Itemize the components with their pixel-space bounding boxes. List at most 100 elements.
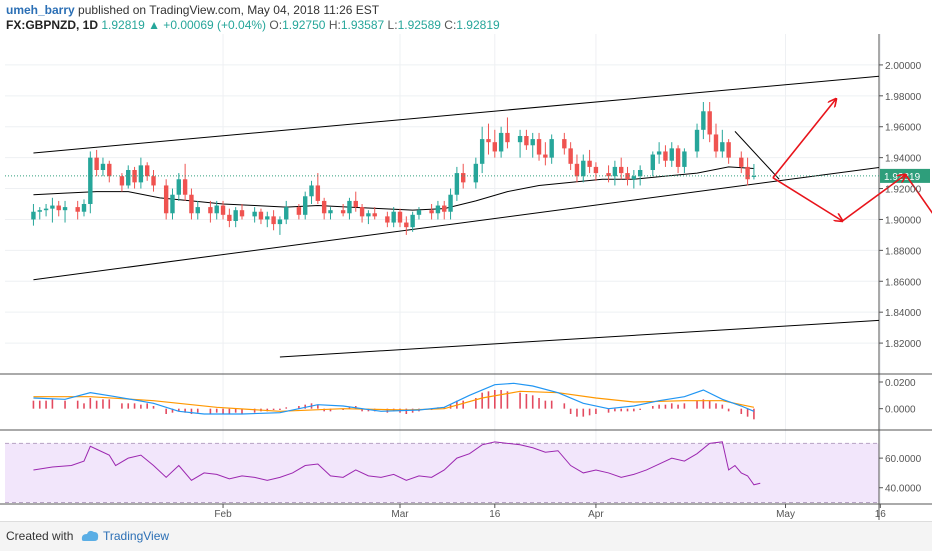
candle-body — [340, 210, 346, 214]
candle-body — [416, 210, 422, 215]
tradingview-brand-link[interactable]: TradingView — [103, 529, 170, 543]
price-axis-label: 1.96000 — [885, 123, 922, 134]
candle-body — [707, 111, 712, 135]
candle-body — [745, 166, 750, 180]
publish-line: umeh_barry published on TradingView.com,… — [6, 3, 379, 17]
candle-body — [442, 205, 447, 212]
candle-body — [562, 139, 567, 149]
candle-body — [309, 185, 314, 197]
candle-body — [227, 214, 232, 221]
trend-line — [33, 75, 879, 154]
candle-body — [543, 154, 548, 158]
candle-body — [233, 210, 238, 221]
candle-body — [239, 210, 245, 217]
candle-body — [182, 179, 188, 195]
price-axis-label: 1.82000 — [885, 339, 922, 350]
time-axis-label: 16 — [875, 509, 887, 520]
projection-arrow — [772, 177, 843, 221]
candle-body — [62, 207, 68, 211]
candle-body — [119, 176, 125, 186]
price-chart[interactable]: 1.928192.000001.980001.960001.940001.920… — [0, 34, 932, 521]
macd-axis-label: 0.0200 — [885, 378, 916, 389]
candle-body — [454, 173, 460, 195]
candle-body — [593, 166, 599, 174]
rsi-axis-label: 60.0000 — [885, 454, 922, 465]
candle-body — [328, 210, 333, 214]
candle-body — [195, 207, 200, 214]
candle-body — [208, 207, 213, 214]
open-value: 1.92750 — [282, 18, 326, 32]
author-link[interactable]: umeh_barry — [6, 3, 75, 17]
candle-body — [404, 222, 409, 228]
low-label: L: — [387, 18, 398, 32]
candle-body — [498, 132, 504, 152]
rsi-line — [33, 441, 761, 486]
candle-body — [385, 216, 390, 223]
close-label: C: — [444, 18, 457, 32]
candle-body — [151, 176, 156, 186]
candle-body — [31, 211, 36, 220]
price-axis-label: 1.92000 — [885, 185, 922, 196]
price-axis-label: 1.94000 — [885, 154, 922, 165]
candle-body — [606, 173, 611, 177]
candle-body — [574, 163, 580, 177]
projection-arrow — [841, 175, 905, 222]
candle-body — [81, 204, 87, 212]
publish-info: published on TradingView.com, May 04, 20… — [78, 3, 380, 17]
candle-body — [252, 211, 257, 217]
footer-bar: Created with TradingView — [0, 521, 932, 551]
candle-body — [429, 210, 434, 214]
candle-body — [321, 200, 327, 214]
open-label: O: — [269, 18, 283, 32]
candle-body — [43, 208, 49, 211]
candle-body — [650, 154, 655, 170]
macd-axis-label: 0.0000 — [885, 405, 916, 416]
candle-body — [359, 207, 365, 217]
macd-signal-line — [33, 390, 755, 412]
price-change: ▲ +0.00069 (+0.04%) — [148, 18, 267, 32]
tradingview-logo-icon — [81, 530, 99, 541]
candle-body — [536, 139, 542, 155]
price-axis-label: 1.84000 — [885, 308, 922, 319]
price-axis-label: 1.86000 — [885, 277, 922, 288]
candle-body — [37, 210, 42, 212]
candle-body — [391, 211, 396, 223]
candle-body — [100, 163, 106, 170]
candle-body — [726, 142, 731, 158]
candle-body — [220, 205, 226, 215]
projection-arrow — [904, 174, 932, 214]
candle-body — [170, 194, 175, 214]
macd-line — [33, 382, 755, 415]
projection-arrow — [772, 99, 836, 179]
candle-body — [517, 136, 523, 143]
candle-body — [189, 194, 194, 214]
candle-body — [587, 160, 592, 167]
candle-body — [410, 214, 415, 228]
price-axis-label: 1.98000 — [885, 92, 922, 103]
candle-body — [486, 139, 491, 143]
candle-body — [656, 151, 662, 155]
symbol-label[interactable]: FX:GBPNZD, 1D — [6, 18, 99, 32]
candle-body — [637, 170, 643, 177]
time-axis-label: Mar — [391, 509, 409, 520]
chart-header: umeh_barry published on TradingView.com,… — [0, 0, 932, 34]
rsi-axis-label: 40.0000 — [885, 484, 922, 495]
time-axis-label: Feb — [214, 509, 232, 520]
candle-body — [568, 148, 573, 164]
candle-body — [176, 179, 181, 195]
candle-body — [126, 170, 131, 186]
trend-line — [33, 167, 879, 281]
price-axis-label: 1.88000 — [885, 246, 922, 257]
close-value: 1.92819 — [456, 18, 500, 32]
candle-body — [271, 216, 276, 225]
candle-body — [107, 163, 112, 177]
candle-body — [353, 200, 358, 208]
candle-body — [505, 132, 510, 143]
high-value: 1.93587 — [340, 18, 385, 32]
candle-body — [669, 148, 674, 161]
candle-body — [75, 207, 80, 212]
time-axis-label: 16 — [489, 509, 501, 520]
candle-body — [284, 207, 289, 220]
price-axis-label: 1.90000 — [885, 215, 922, 226]
low-value: 1.92589 — [397, 18, 441, 32]
